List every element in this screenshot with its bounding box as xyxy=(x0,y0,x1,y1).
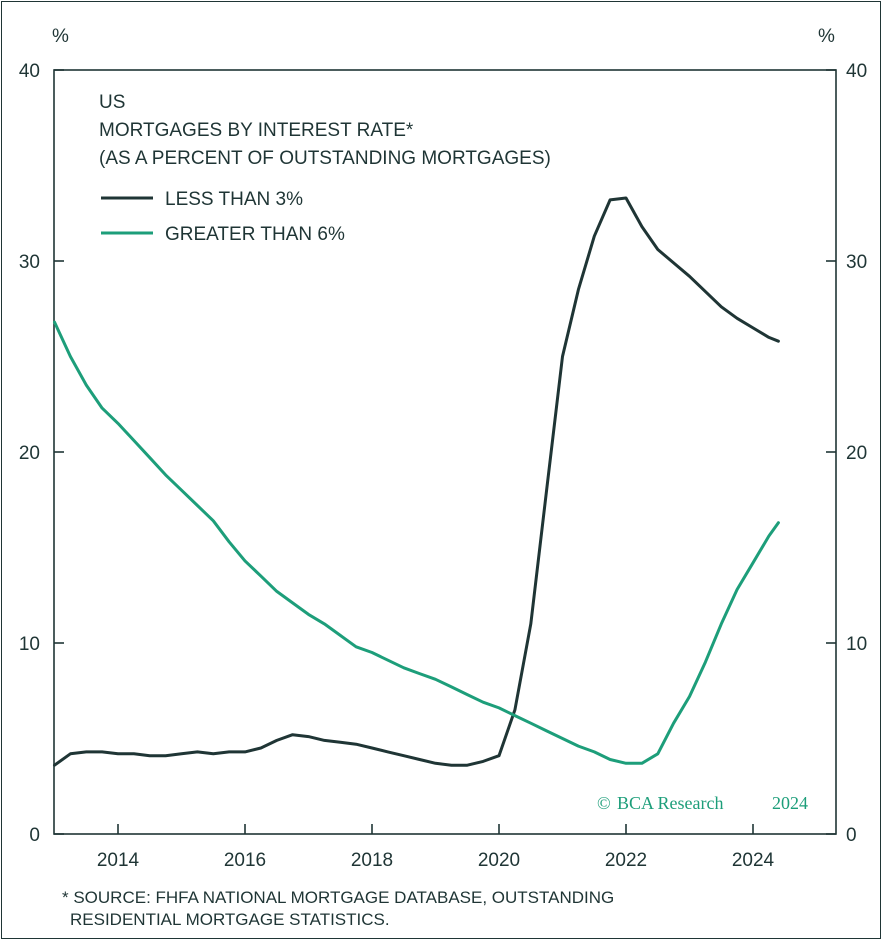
plot-border xyxy=(53,69,837,835)
y-tick-label-left: 40 xyxy=(19,61,40,82)
legend-label-greater-than-6: GREATER THAN 6% xyxy=(165,224,345,245)
y-tick-label-left: 30 xyxy=(19,252,40,273)
y-tick-label-right: 0 xyxy=(846,825,857,846)
y-tick-label-right: 40 xyxy=(846,61,867,82)
y-unit-left: % xyxy=(52,26,69,47)
y-unit-right: % xyxy=(818,26,835,47)
x-tick-label: 2022 xyxy=(605,850,647,871)
x-tick-label: 2016 xyxy=(224,850,266,871)
legend-label-less-than-3: LESS THAN 3% xyxy=(165,189,303,210)
y-tick-label-right: 10 xyxy=(846,634,867,655)
brand-mark: © BCA Research 2024 xyxy=(597,793,808,813)
footnote-line-1: * SOURCE: FHFA NATIONAL MORTGAGE DATABAS… xyxy=(62,888,614,907)
y-tick-label-right: 20 xyxy=(846,443,867,464)
y-tick-label-left: 20 xyxy=(19,443,40,464)
x-tick-label: 2018 xyxy=(351,850,393,871)
series-line-less-than-3 xyxy=(53,196,780,767)
footnote-line-2: RESIDENTIAL MORTGAGE STATISTICS. xyxy=(70,910,390,929)
brand-year: 2024 xyxy=(772,793,808,813)
x-tick-label: 2014 xyxy=(97,850,140,871)
chart-title-line-2: MORTGAGES BY INTEREST RATE* xyxy=(99,120,414,141)
x-tick-label: 2024 xyxy=(732,850,775,871)
y-tick-label-left: 0 xyxy=(29,825,40,846)
brand-copyright: © xyxy=(597,793,611,813)
y-tick-label-left: 10 xyxy=(19,634,40,655)
x-tick-label: 2020 xyxy=(478,850,520,871)
y-tick-label-right: 30 xyxy=(846,252,867,273)
chart-title-line-3: (AS A PERCENT OF OUTSTANDING MORTGAGES) xyxy=(99,148,551,169)
chart-title-line-1: US xyxy=(99,92,125,113)
legend: LESS THAN 3% GREATER THAN 6% xyxy=(101,189,345,245)
series-layer xyxy=(53,196,780,767)
brand-name: BCA Research xyxy=(617,793,723,813)
series-line-greater-than-6 xyxy=(53,320,780,765)
